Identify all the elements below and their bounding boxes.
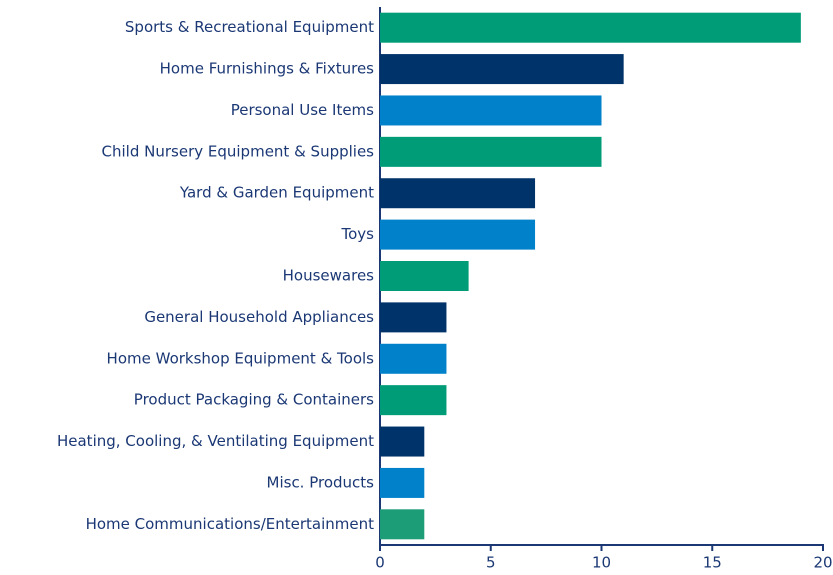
bar xyxy=(380,136,602,167)
bar xyxy=(380,219,536,250)
y-tick-label: Misc. Products xyxy=(267,473,375,491)
x-tick-label: 15 xyxy=(703,554,722,572)
y-tick-label: Product Packaging & Containers xyxy=(134,391,374,409)
x-tick-label: 0 xyxy=(375,554,385,572)
bar xyxy=(380,467,425,498)
bar xyxy=(380,178,536,209)
y-tick-label: Sports & Recreational Equipment xyxy=(125,18,374,36)
x-tick-label: 5 xyxy=(486,554,496,572)
x-tick-label: 10 xyxy=(592,554,611,572)
x-tick-label: 20 xyxy=(813,554,832,572)
bar xyxy=(380,426,425,457)
bar xyxy=(380,302,447,333)
bar xyxy=(380,261,469,291)
y-tick-label: Home Workshop Equipment & Tools xyxy=(107,349,375,367)
y-tick-label: Housewares xyxy=(283,267,375,285)
y-tick-label: Personal Use Items xyxy=(231,101,374,119)
bar xyxy=(380,343,447,374)
bar xyxy=(380,509,425,540)
y-tick-label: General Household Appliances xyxy=(144,308,374,326)
y-tick-label: Home Furnishings & Fixtures xyxy=(160,60,375,78)
y-tick-label: Home Communications/Entertainment xyxy=(86,515,375,533)
y-tick-label: Heating, Cooling, & Ventilating Equipmen… xyxy=(57,432,374,450)
bar xyxy=(380,54,624,85)
bar xyxy=(380,12,801,43)
y-tick-label: Yard & Garden Equipment xyxy=(179,184,374,202)
bar xyxy=(380,385,447,416)
y-tick-label: Child Nursery Equipment & Supplies xyxy=(102,142,375,160)
y-tick-label: Toys xyxy=(341,225,375,243)
bar xyxy=(380,95,602,126)
